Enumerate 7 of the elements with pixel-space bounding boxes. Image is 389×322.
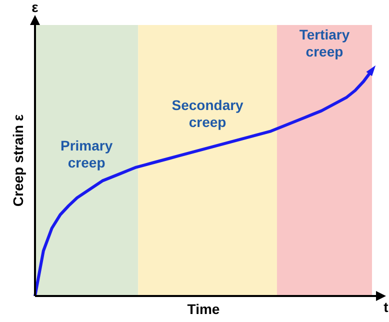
text: Tertiary creep — [299, 26, 350, 60]
text: t — [384, 298, 389, 315]
x-axis-title: Time — [187, 300, 220, 317]
annotation: Primary creep — [60, 137, 113, 170]
text: ε — [32, 0, 39, 15]
annotation: Secondary creep — [172, 96, 244, 130]
y-axis-title: Creep strain ε — [10, 114, 26, 207]
